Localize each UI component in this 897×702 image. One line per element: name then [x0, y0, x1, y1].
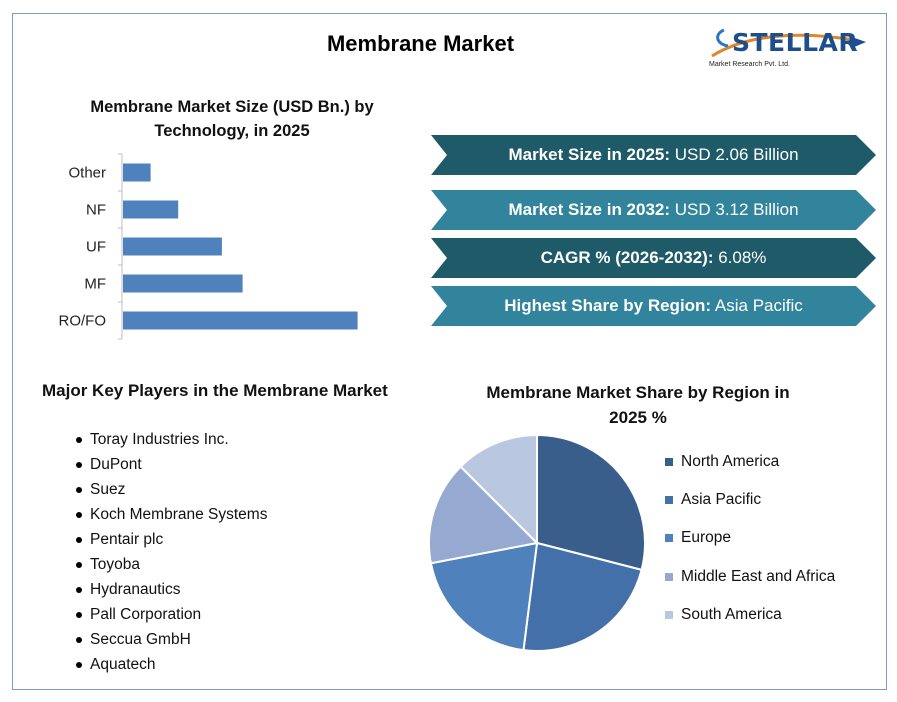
bar	[123, 200, 179, 219]
logo-swoosh-icon	[711, 28, 866, 58]
bullet-icon	[76, 461, 82, 468]
stellar-logo: STELLAR Market Research Pvt. Ltd.	[704, 16, 874, 74]
key-player-name: Seccua GmbH	[90, 631, 191, 649]
bar	[123, 311, 358, 330]
stat-text: CAGR % (2026-2032): 6.08%	[541, 248, 767, 268]
legend-label: Middle East and Africa	[681, 567, 836, 585]
pie-slice	[429, 541, 539, 652]
key-player-name: Pall Corporation	[90, 606, 202, 624]
key-player-name: Toray Industries Inc.	[90, 430, 229, 448]
legend-label: Europe	[681, 529, 731, 547]
legend-swatch	[665, 534, 673, 543]
bullet-icon	[76, 612, 82, 619]
bar-chart-title: Membrane Market Size (USD Bn.) by Techno…	[90, 98, 374, 140]
pie-slice	[459, 433, 538, 546]
key-player-name: Suez	[90, 480, 126, 498]
legend-item: Asia Pacific	[665, 481, 835, 519]
key-player-name: Aquatech	[90, 656, 156, 674]
list-item: DuPont	[76, 452, 267, 477]
bar	[123, 274, 243, 293]
legend-item: South America	[665, 596, 835, 634]
bullet-icon	[76, 587, 82, 594]
bullet-icon	[76, 637, 82, 644]
legend-swatch	[665, 572, 673, 581]
bullet-icon	[76, 486, 82, 493]
key-player-name: Toyoba	[90, 556, 140, 574]
legend-swatch	[665, 610, 673, 619]
bullet-icon	[76, 536, 82, 543]
list-item: Seccua GmbH	[76, 628, 267, 653]
bullet-icon	[76, 511, 82, 518]
bar-category-label: NF	[86, 202, 106, 219]
bullet-icon	[76, 436, 82, 443]
list-item: Suez	[76, 477, 267, 502]
pie-slice	[428, 465, 540, 565]
stat-label: Market Size in 2032:	[508, 200, 671, 219]
stat-ribbon: Market Size in 2032: USD 3.12 Billion	[431, 190, 876, 230]
bar	[123, 237, 222, 256]
pie-chart	[428, 433, 646, 652]
list-item: Koch Membrane Systems	[76, 502, 267, 527]
list-item: Hydranautics	[76, 578, 267, 603]
pie-legend: North America Asia Pacific Europe Middle Ea…	[665, 443, 835, 634]
page-title: Membrane Market	[326, 31, 515, 56]
bar-chart: Other NF UF MF RO/FO	[59, 153, 358, 340]
list-item: Toray Industries Inc.	[76, 427, 267, 452]
logo-tagline: Market Research Pvt. Ltd.	[709, 61, 790, 68]
legend-swatch	[665, 496, 673, 505]
ribbon-arrow-shape	[431, 135, 876, 175]
bullet-icon	[76, 662, 82, 669]
list-item: Pentair plc	[76, 527, 267, 552]
key-players-list: Toray Industries Inc. DuPont Suez Koch Memb…	[76, 427, 267, 678]
bar	[123, 163, 151, 182]
key-player-name: Koch Membrane Systems	[90, 505, 268, 523]
stat-ribbon: Market Size in 2025: USD 2.06 Billion	[431, 135, 876, 175]
stat-value: Asia Pacific	[711, 296, 803, 315]
stat-ribbon: Highest Share by Region: Asia Pacific	[431, 286, 876, 326]
bullet-icon	[76, 562, 82, 569]
stat-text: Highest Share by Region: Asia Pacific	[504, 296, 803, 316]
pie-chart-title: Membrane Market Share by Region in 2025 …	[486, 383, 790, 427]
pie-slice	[536, 433, 646, 572]
stat-label: Market Size in 2025:	[508, 145, 671, 164]
legend-label: Asia Pacific	[681, 491, 762, 509]
stat-label: CAGR % (2026-2032):	[540, 248, 714, 267]
stat-ribbon: CAGR % (2026-2032): 6.08%	[431, 238, 876, 278]
bar-category-label: Other	[68, 165, 106, 182]
legend-label: North America	[681, 453, 780, 471]
list-item: Aquatech	[76, 653, 267, 678]
pie-slice	[522, 541, 643, 652]
stat-value: 6.08%	[713, 248, 767, 267]
stat-value: USD 2.06 Billion	[670, 145, 799, 164]
bar-category-label: UF	[86, 239, 106, 256]
bar-category-label: RO/FO	[59, 313, 107, 330]
legend-swatch	[665, 458, 673, 467]
legend-item: North America	[665, 443, 835, 481]
key-players-title: Major Key Players in the Membrane Market	[42, 381, 388, 400]
list-item: Toyoba	[76, 552, 267, 577]
stat-text: Market Size in 2032: USD 3.12 Billion	[508, 200, 798, 220]
stat-label: Highest Share by Region:	[504, 296, 712, 315]
bar-category-label: MF	[84, 276, 106, 293]
key-player-name: DuPont	[90, 455, 142, 473]
logo-wordmark: STELLAR	[732, 28, 859, 57]
stat-text: Market Size in 2025: USD 2.06 Billion	[508, 145, 798, 165]
key-player-name: Pentair plc	[90, 530, 164, 548]
legend-item: Middle East and Africa	[665, 558, 835, 596]
key-player-name: Hydranautics	[90, 581, 181, 599]
ribbon-arrow-shape	[431, 286, 876, 326]
legend-label: South America	[681, 605, 782, 623]
ribbon-arrow-shape	[431, 190, 876, 230]
ribbon-arrow-shape	[431, 238, 876, 278]
stat-value: USD 3.12 Billion	[670, 200, 799, 219]
list-item: Pall Corporation	[76, 603, 267, 628]
legend-item: Europe	[665, 519, 835, 557]
